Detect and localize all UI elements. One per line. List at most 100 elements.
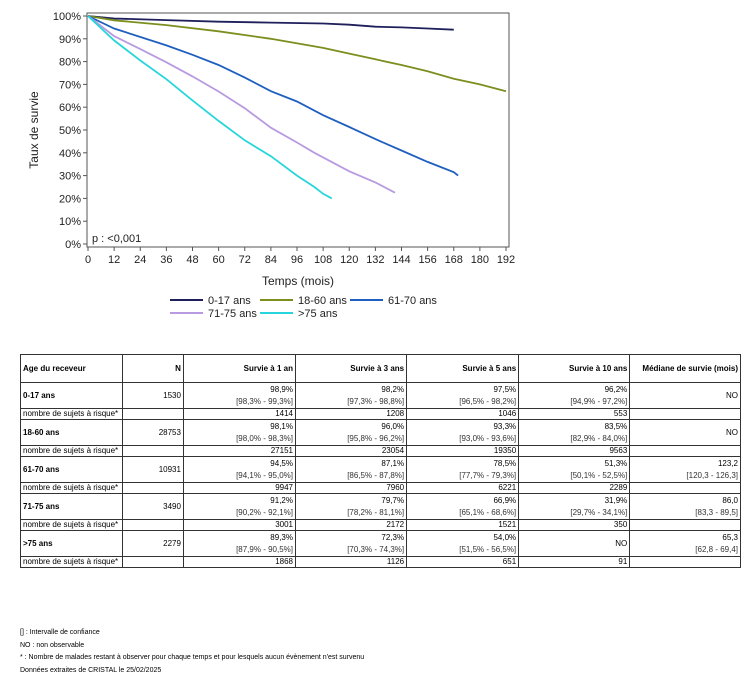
at-risk-count: 91: [518, 556, 631, 568]
median-cell: 86,0 [83,3 - 89,5]: [629, 493, 741, 520]
risk-row: nombre de sujets à risque* 1868 1126 651 91: [19, 556, 741, 568]
value: 23054: [381, 446, 405, 455]
empty-cell: [122, 519, 184, 531]
value: 87,1%: [381, 458, 405, 468]
value: 123,2: [717, 458, 738, 468]
table-header-row: Age du receveur N Survie à 1 an Survie à 3 …: [19, 354, 741, 383]
legend-item: 0-17 ans: [170, 295, 251, 307]
empty-cell: [629, 408, 741, 420]
table-row: 18-60 ans 28753 98,1% [98,0% - 98,3%] 96,0% […: [19, 419, 741, 446]
survival-cell: 89,3% [87,9% - 90,5%]: [182, 530, 296, 557]
y-tick-label: 60%: [59, 102, 81, 114]
value: 94,5%: [270, 458, 293, 468]
median-cell: 65,3 [62,8 - 69,4]: [629, 530, 741, 557]
footnote: * : Nombre de malades restant à observer…: [20, 654, 365, 661]
empty-cell: [629, 482, 741, 494]
survival-cell: 96,0% [95,8% - 96,2%]: [294, 419, 408, 446]
value: 1208: [386, 409, 405, 418]
series-line-0: [87, 15, 454, 31]
column-header: Age du receveur: [19, 354, 124, 383]
x-tick-label: 180: [471, 254, 489, 266]
n-count: 1530: [122, 382, 184, 409]
value: >75 ans: [23, 538, 53, 548]
footnotes: [] : Intervalle de confiance NO : non obs…: [20, 627, 364, 677]
value: 96,0%: [381, 421, 405, 431]
value: 54,0%: [493, 532, 517, 542]
confidence-interval: [70,3% - 74,3%]: [347, 544, 405, 554]
series-line-1: [87, 15, 507, 93]
value: 31,9%: [604, 495, 628, 505]
y-tick-label: 70%: [59, 79, 81, 91]
survival-cell: 31,9% [29,7% - 34,1%]: [518, 493, 631, 520]
age-group: 71-75 ans: [19, 493, 124, 520]
value: 66,9%: [493, 495, 517, 505]
legend-label: >75 ans: [298, 308, 338, 320]
survival-cell: 98,1% [98,0% - 98,3%]: [182, 419, 296, 446]
n-count: 28753: [122, 419, 184, 446]
value: nombre de sujets à risque*: [23, 520, 119, 529]
at-risk-count: 1521: [406, 519, 520, 531]
value: 3490: [163, 501, 181, 511]
at-risk-count: 1046: [406, 408, 520, 420]
at-risk-count: 7960: [294, 482, 408, 494]
survival-cell: 83,5% [82,9% - 84,0%]: [518, 419, 631, 446]
confidence-interval: [94,1% - 95,0%]: [236, 470, 293, 480]
value: 98,9%: [270, 384, 293, 394]
legend-item: >75 ans: [260, 308, 338, 320]
value: 553: [613, 409, 628, 418]
confidence-interval: [120,3 - 126,3]: [686, 470, 738, 480]
y-tick-label: 100%: [53, 11, 81, 23]
column-header: Survie à 10 ans: [518, 354, 631, 383]
at-risk-count: 1208: [294, 408, 408, 420]
column-header: N: [122, 354, 184, 383]
n-count: 2279: [122, 530, 184, 557]
risk-label: nombre de sujets à risque*: [19, 408, 124, 420]
value: 97,5%: [493, 384, 517, 394]
plot-frame: [86, 12, 510, 248]
confidence-interval: [98,0% - 98,3%]: [236, 433, 293, 443]
survival-cell: 66,9% [65,1% - 68,6%]: [406, 493, 520, 520]
survival-cell: 72,3% [70,3% - 74,3%]: [294, 530, 408, 557]
n-count: 10931: [122, 456, 184, 483]
confidence-interval: [65,1% - 68,6%]: [459, 507, 517, 517]
y-axis-label: Taux de survie: [27, 91, 41, 169]
age-group: 18-60 ans: [19, 419, 124, 446]
value: 1046: [498, 409, 517, 418]
value: 6221: [498, 483, 517, 492]
column-header: Survie à 1 an: [182, 354, 296, 383]
value: 1414: [275, 409, 293, 418]
value: 51,3%: [604, 458, 628, 468]
x-tick-label: 120: [340, 254, 358, 266]
value: 65,3: [722, 532, 738, 542]
value: 91: [618, 557, 628, 566]
at-risk-count: 2172: [294, 519, 408, 531]
at-risk-count: 350: [518, 519, 631, 531]
x-tick-label: 72: [239, 254, 251, 266]
value: 10931: [158, 464, 181, 474]
at-risk-count: 651: [406, 556, 520, 568]
value: 93,3%: [493, 421, 517, 431]
value: 1521: [498, 520, 517, 529]
confidence-interval: [83,3 - 89,5]: [695, 507, 738, 517]
value: NO: [726, 427, 738, 437]
value: nombre de sujets à risque*: [23, 446, 119, 455]
x-tick-label: 12: [108, 254, 120, 266]
series-line-3: [87, 15, 396, 194]
value: nombre de sujets à risque*: [23, 483, 119, 492]
empty-cell: [122, 408, 184, 420]
value: 1530: [163, 390, 181, 400]
empty-cell: [629, 445, 741, 457]
at-risk-count: 6221: [406, 482, 520, 494]
at-risk-count: 2289: [518, 482, 631, 494]
x-tick-label: 168: [445, 254, 463, 266]
footnote: NO : non observable: [20, 641, 85, 649]
confidence-interval: [50,1% - 52,5%]: [570, 470, 628, 480]
confidence-interval: [87,9% - 90,5%]: [236, 544, 293, 554]
legend-item: 18-60 ans: [260, 295, 347, 307]
confidence-interval: [77,7% - 79,3%]: [459, 470, 517, 480]
x-tick-label: 156: [418, 254, 436, 266]
value: 79,7%: [381, 495, 405, 505]
table-row: 0-17 ans 1530 98,9% [98,3% - 99,3%] 98,2% [97…: [19, 382, 741, 409]
at-risk-count: 27151: [182, 445, 296, 457]
y-tick-label: 40%: [59, 148, 81, 160]
